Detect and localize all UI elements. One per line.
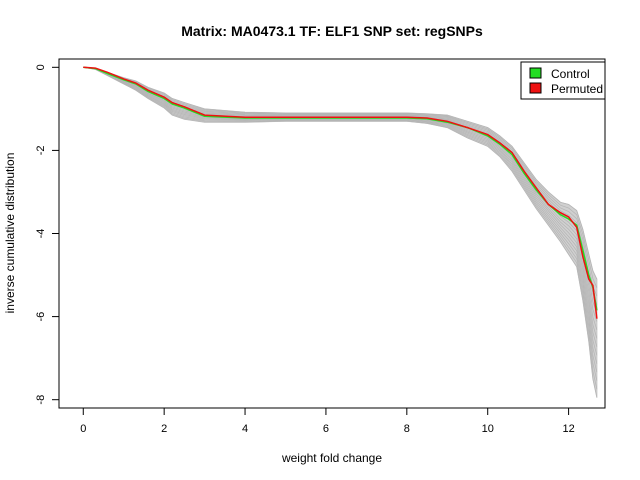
x-tick-label: 10 <box>482 423 494 435</box>
x-axis-label: weight fold change <box>281 451 382 465</box>
y-tick-label: -6 <box>35 312 47 322</box>
permutation-trace <box>83 66 598 356</box>
series-layer <box>83 66 598 319</box>
y-tick-label: 0 <box>35 64 47 70</box>
y-axis: 0 -2 -4 -6 -8 <box>35 64 60 405</box>
permutation-trace <box>83 66 598 398</box>
x-tick-label: 6 <box>323 423 329 435</box>
permutation-trace <box>83 66 598 288</box>
y-axis-label: inverse cumulative distribution <box>3 153 17 314</box>
permutation-trace <box>83 66 598 347</box>
permutation-trace <box>83 66 598 297</box>
permutation-trace <box>83 66 598 364</box>
legend: Control Permuted <box>520 61 606 100</box>
permutation-trace <box>83 66 598 373</box>
legend-swatch-control <box>529 67 542 79</box>
y-tick-label: -2 <box>35 146 47 156</box>
x-tick-label: 2 <box>161 423 167 435</box>
x-tick-label: 12 <box>562 423 574 435</box>
y-tick-label: -4 <box>35 229 47 239</box>
series-line-permuted <box>83 66 598 319</box>
series-line-control <box>83 66 598 311</box>
permutation-trace <box>83 66 598 331</box>
plot-frame <box>58 58 606 409</box>
legend-label-permuted: Permuted <box>551 82 603 96</box>
legend-swatch-permuted <box>529 82 542 94</box>
permutation-trace <box>83 66 598 381</box>
x-axis: 0 2 4 6 8 10 12 <box>80 407 575 435</box>
permutation-trace <box>83 66 598 280</box>
x-tick-label: 4 <box>242 423 248 435</box>
y-tick-label: -8 <box>35 395 47 405</box>
chart-title: Matrix: MA0473.1 TF: ELF1 SNP set: regSN… <box>181 23 483 39</box>
legend-label-control: Control <box>551 67 590 81</box>
x-tick-label: 8 <box>404 423 410 435</box>
permutation-trace <box>83 66 598 390</box>
permutation-trace <box>83 66 598 339</box>
x-tick-label: 0 <box>80 423 86 435</box>
